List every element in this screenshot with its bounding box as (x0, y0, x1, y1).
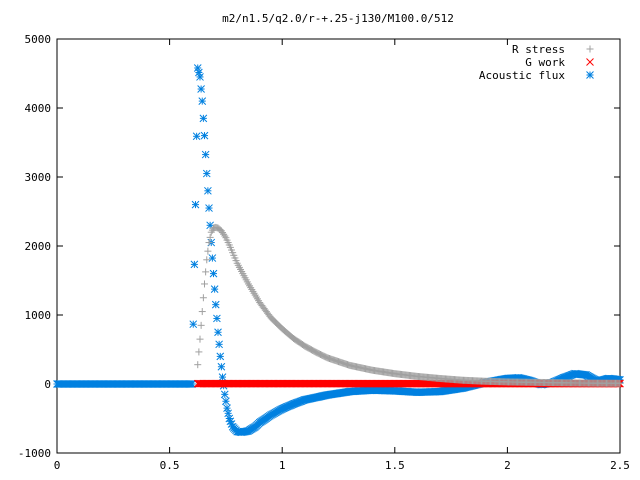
data-point (210, 285, 219, 293)
data-point (211, 300, 220, 309)
legend-marker (586, 71, 594, 79)
legend-label: R stress (512, 43, 565, 56)
y-tick-label: 5000 (25, 33, 52, 46)
data-point (195, 348, 203, 356)
data-point (189, 320, 198, 329)
data-point (199, 114, 208, 123)
data-point (203, 256, 211, 264)
data-point (205, 204, 213, 212)
data-point (197, 321, 205, 329)
data-point (222, 397, 230, 406)
data-point (198, 97, 207, 105)
data-point (190, 260, 199, 269)
data-point (224, 409, 233, 418)
data-point (192, 132, 201, 141)
data-point (196, 73, 204, 81)
x-tick-label: 2.5 (610, 459, 630, 472)
y-tick-label: 0 (44, 378, 51, 391)
legend-marker (586, 58, 594, 66)
data-point (616, 379, 624, 387)
x-tick-label: 0 (54, 459, 61, 472)
data-point (199, 294, 207, 302)
x-tick-label: 1 (279, 459, 286, 472)
data-point (204, 247, 212, 255)
x-tick-label: 1.5 (385, 459, 405, 472)
data-point (220, 390, 229, 399)
legend-label: G work (525, 56, 565, 69)
data-point (202, 268, 210, 276)
data-point (213, 314, 221, 323)
legend-label: Acoustic flux (479, 69, 565, 82)
data-point (202, 169, 211, 178)
y-tick-label: -1000 (18, 447, 51, 460)
data-point (209, 269, 218, 278)
series-r-stress (194, 223, 624, 387)
data-point (201, 280, 209, 288)
data-point (218, 373, 227, 381)
data-point (223, 404, 231, 413)
data-point (206, 233, 214, 241)
data-point (196, 335, 204, 343)
data-point (216, 352, 225, 361)
data-point (205, 239, 213, 247)
data-point (215, 340, 223, 349)
series-layer (53, 64, 624, 437)
data-point (208, 254, 217, 262)
data-point (214, 328, 222, 337)
data-point (191, 200, 200, 209)
data-point (194, 361, 202, 369)
data-point (217, 362, 226, 371)
data-point (193, 64, 202, 72)
data-point (200, 131, 209, 140)
x-tick-label: 0.5 (160, 459, 180, 472)
chart-title: m2/n1.5/q2.0/r-+.25-j130/M100.0/512 (222, 12, 454, 25)
y-tick-label: 4000 (25, 102, 52, 115)
data-point (221, 232, 229, 240)
y-tick-label: 1000 (25, 309, 52, 322)
x-tick-label: 2 (504, 459, 511, 472)
y-tick-label: 2000 (25, 240, 52, 253)
data-point (198, 308, 206, 316)
legend-marker (586, 45, 594, 53)
y-tick-label: 3000 (25, 171, 52, 184)
data-point (201, 150, 210, 159)
data-point (197, 85, 205, 93)
data-point (195, 68, 203, 77)
data-point (204, 186, 212, 195)
